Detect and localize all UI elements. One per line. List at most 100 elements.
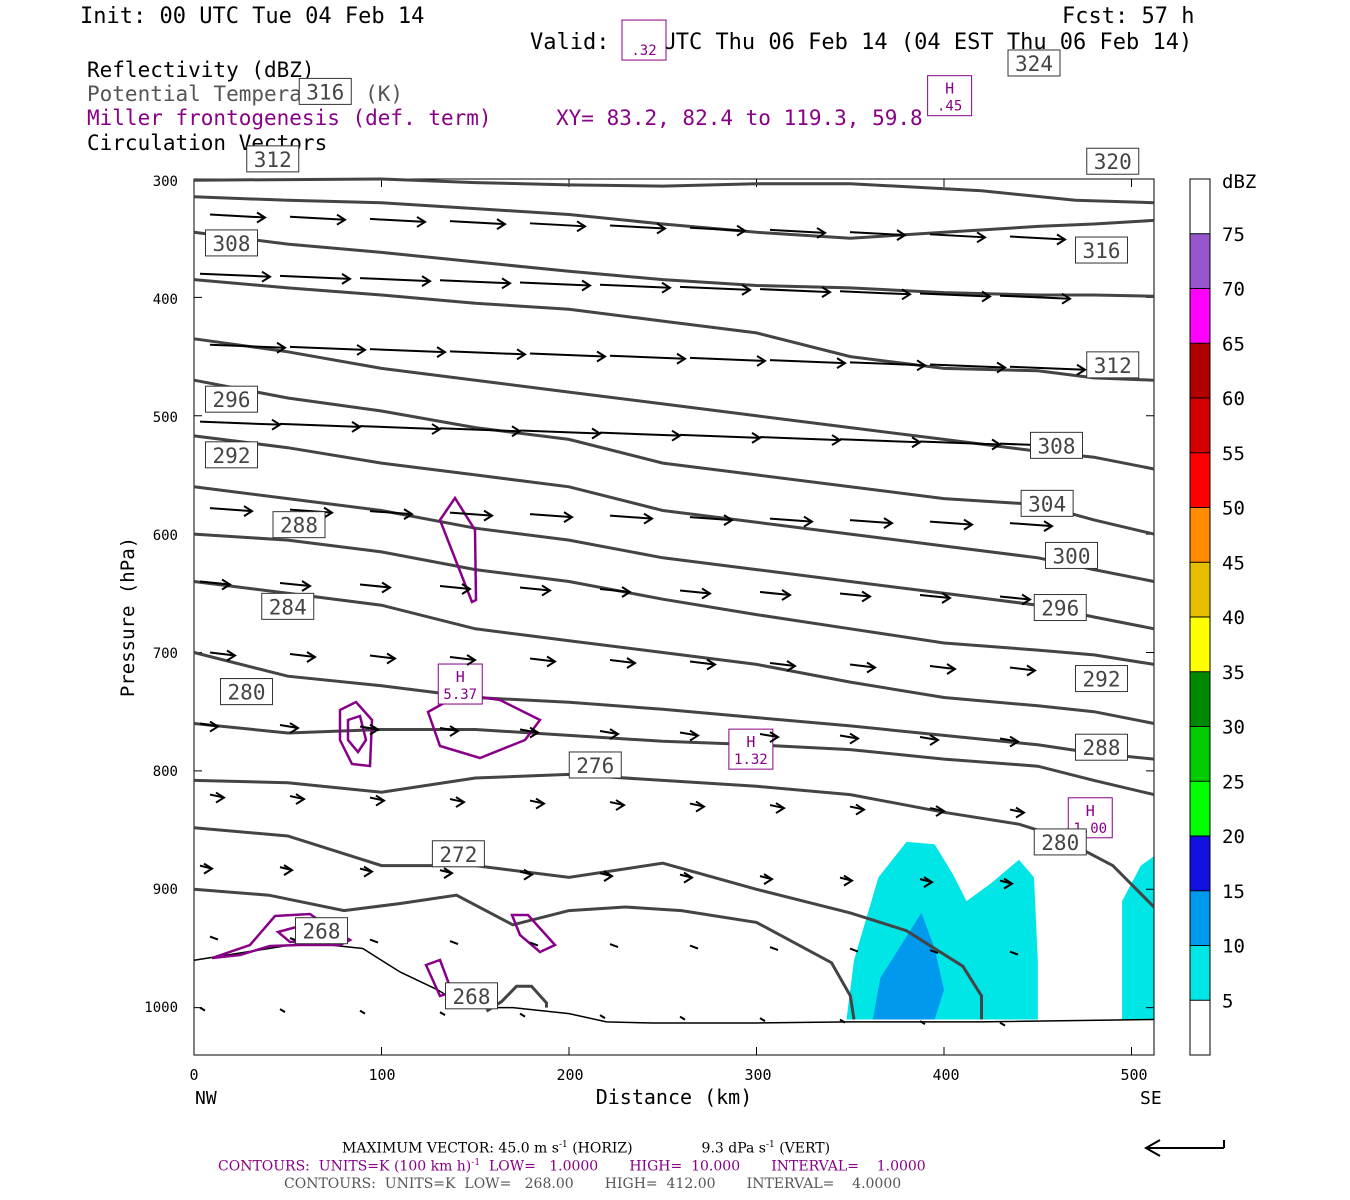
vector-shaft	[999, 737, 1019, 743]
vector-head	[466, 654, 477, 666]
circulation-vector	[519, 868, 534, 881]
circulation-vector	[599, 429, 682, 442]
colorbar-swatch	[1190, 288, 1210, 344]
label-box	[1033, 828, 1087, 856]
circulation-vector	[369, 652, 397, 665]
label-box	[205, 229, 258, 257]
vector-head	[209, 720, 220, 733]
circulation-vector	[359, 275, 432, 287]
circulation-vector	[529, 350, 607, 363]
label-text: 272	[439, 843, 477, 867]
theta-contour-292	[193, 580, 1155, 725]
colorbar-unit: dBZ	[1222, 171, 1256, 193]
circulation-vector	[999, 1021, 1006, 1027]
colorbar-swatch	[1190, 233, 1210, 289]
circulation-vector	[449, 348, 527, 361]
circulation-vector	[439, 583, 472, 595]
circulation-vector	[679, 432, 762, 444]
vector-shaft	[519, 281, 591, 287]
theta-contour-label: 312	[1086, 351, 1140, 379]
label-box	[437, 663, 483, 705]
circulation-vector	[769, 357, 847, 369]
vector-head	[403, 508, 414, 520]
circulation-vector	[609, 657, 637, 669]
y-tick-label: 800	[153, 764, 178, 780]
footer-exp: -1	[558, 1140, 568, 1150]
footer-exp: -1	[471, 1158, 481, 1168]
vector-shaft	[599, 1014, 606, 1020]
colorbar-swatch	[1190, 836, 1210, 891]
theta-contour-284	[193, 722, 1155, 797]
circulation-vector	[599, 1014, 606, 1020]
vector-shaft	[369, 654, 396, 660]
vector-shaft	[769, 359, 846, 365]
label-box	[1075, 236, 1128, 264]
colorbar-level-label: 45	[1222, 552, 1245, 574]
colorbar-swatch	[1190, 945, 1210, 1001]
vector-shaft	[929, 363, 1006, 369]
vector-head	[386, 652, 397, 665]
vector-head	[449, 725, 460, 737]
vector-shaft	[759, 288, 831, 294]
frontogenesis-max-label: H5.37	[437, 663, 483, 705]
colorbar-swatch	[1190, 726, 1210, 782]
theta-contour-label: 296	[205, 385, 258, 413]
circulation-vector	[359, 423, 442, 435]
vector-shaft	[199, 1006, 206, 1012]
circulation-vector	[209, 211, 267, 224]
vector-shaft	[289, 345, 366, 351]
vector-head	[701, 587, 712, 600]
label-text: 276	[576, 754, 614, 778]
vector-head	[1003, 877, 1014, 890]
circulation-vector	[1009, 520, 1054, 532]
colorbar-level-label: 40	[1222, 607, 1245, 629]
vector-head	[596, 350, 607, 363]
theta-contour-288	[193, 651, 1155, 761]
vector-head	[523, 868, 534, 881]
circulation-vector	[759, 589, 792, 601]
vector-head	[1009, 735, 1020, 748]
y-tick-label: 1000	[144, 1000, 178, 1016]
circulation-vector	[769, 802, 786, 814]
vector-shaft	[369, 348, 446, 354]
label-box	[205, 441, 258, 469]
vector-head	[581, 279, 592, 292]
circulation-vector	[769, 660, 797, 672]
colorbar-swatch	[1190, 398, 1210, 453]
circulation-vector	[609, 943, 619, 949]
y-tick-label: 900	[153, 882, 178, 898]
vector-head	[306, 651, 317, 663]
vector-head	[1026, 664, 1037, 677]
vector-shaft	[519, 586, 551, 592]
x-tick-label: 100	[368, 1066, 395, 1084]
x-tick-label: 0	[189, 1066, 198, 1084]
vector-shaft	[439, 1011, 446, 1017]
label-text: 308	[213, 232, 251, 256]
theta-contour-label: 320	[1086, 147, 1140, 175]
circulation-vector	[929, 663, 957, 675]
circulation-vector	[609, 222, 667, 235]
vector-shaft	[279, 581, 311, 587]
vector-head	[609, 728, 620, 740]
vector-head	[816, 227, 827, 239]
vector-head	[689, 729, 700, 742]
circulation-vector	[439, 1011, 446, 1017]
circulation-vector	[759, 731, 780, 743]
frontogenesis-contour	[510, 913, 558, 954]
vector-head	[855, 803, 866, 816]
vector-head	[661, 281, 672, 294]
vector-shaft	[759, 733, 779, 739]
circulation-vector	[359, 581, 392, 594]
circulation-vector	[199, 1006, 206, 1012]
colorbar-swatch	[1190, 781, 1210, 836]
vector-head	[1076, 363, 1087, 376]
theta-contour-label: 304	[1020, 489, 1074, 517]
vector-shaft	[929, 233, 986, 239]
vector-shaft	[199, 580, 231, 586]
theta-contour-316	[193, 278, 1155, 382]
circulation-vector	[519, 726, 540, 739]
theta-contour-label: 280	[1033, 828, 1087, 856]
circulation-vector	[839, 590, 872, 603]
vector-shaft	[369, 217, 426, 223]
circulation-vector	[529, 220, 587, 233]
